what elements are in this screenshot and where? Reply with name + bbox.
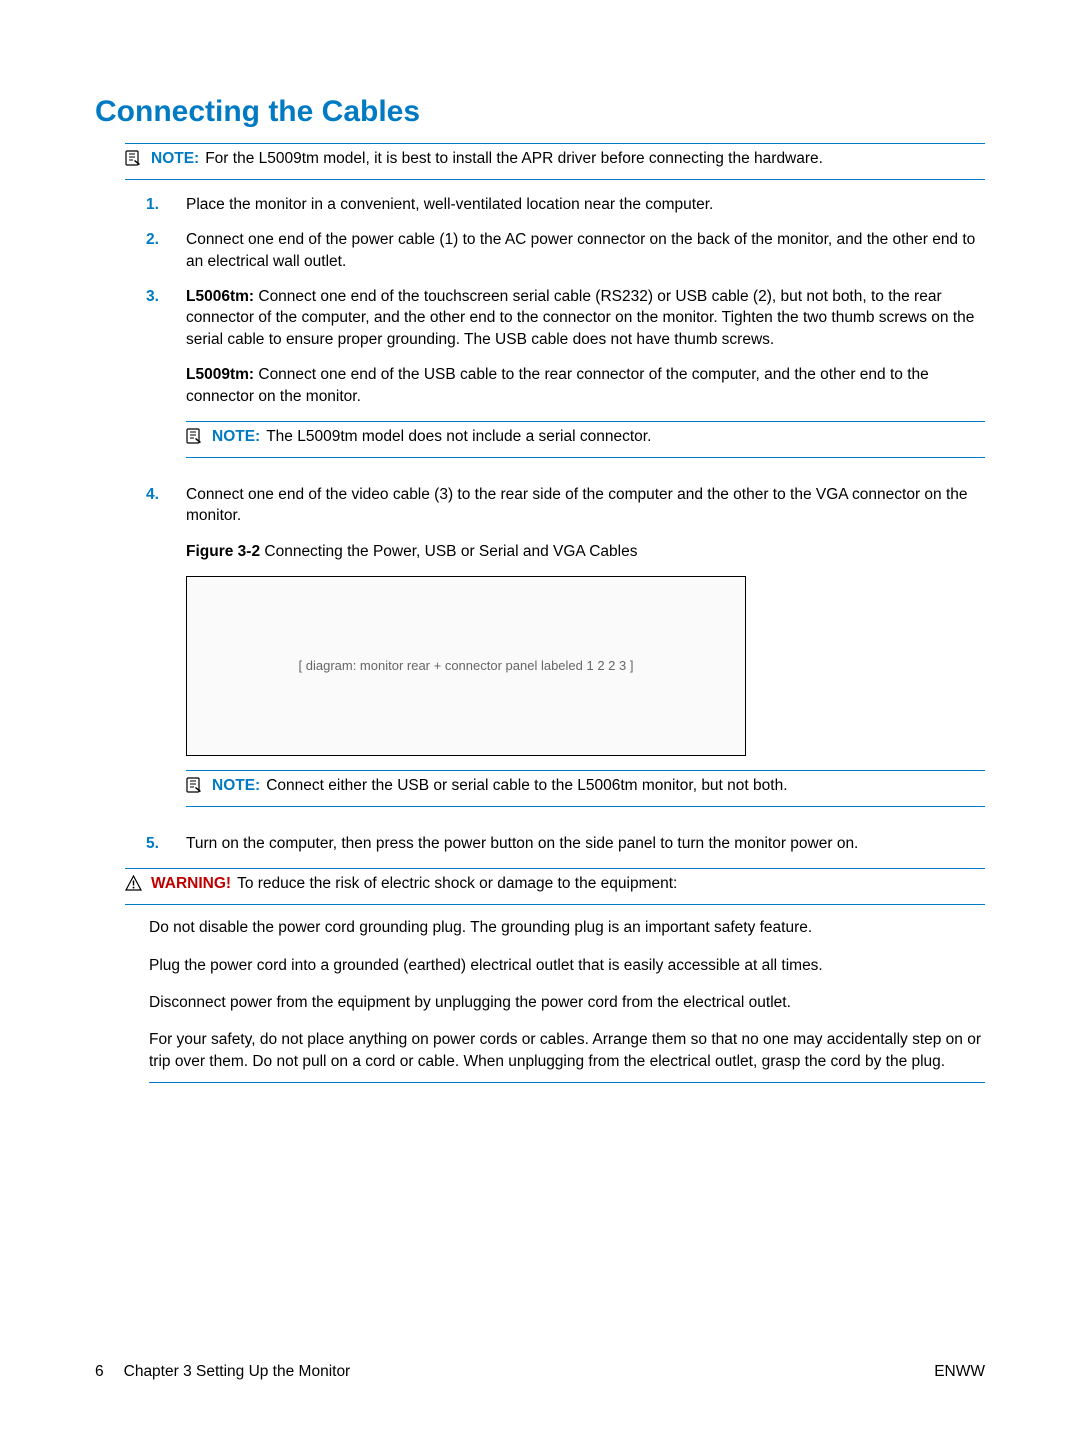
step-3: 3. L5006tm: Connect one end of the touch… — [146, 286, 985, 470]
note-icon — [125, 150, 143, 173]
step-number: 3. — [146, 286, 186, 470]
step-text: Connect one end of the video cable (3) t… — [186, 484, 985, 527]
note-callout: NOTE: The L5009tm model does not include … — [186, 421, 985, 458]
figure-label: Figure 3-2 — [186, 543, 260, 560]
note-label: NOTE: — [212, 777, 260, 794]
warning-text: Do not disable the power cord grounding … — [149, 917, 985, 938]
note-label: NOTE: — [212, 428, 260, 445]
chapter-title: Chapter 3 Setting Up the Monitor — [124, 1363, 351, 1381]
warning-icon — [125, 875, 143, 898]
step-2: 2. Connect one end of the power cable (1… — [146, 229, 985, 272]
step-text: Turn on the computer, then press the pow… — [186, 833, 985, 854]
note-icon — [186, 777, 204, 800]
page-footer: 6 Chapter 3 Setting Up the Monitor ENWW — [95, 1363, 985, 1381]
figure-diagram: [ diagram: monitor rear + connector pane… — [186, 576, 746, 756]
model-label: L5006tm: — [186, 288, 254, 305]
model-label: L5009tm: — [186, 366, 254, 383]
step-text: Connect one end of the power cable (1) t… — [186, 229, 985, 272]
note-callout: NOTE: Connect either the USB or serial ca… — [186, 770, 985, 807]
warning-callout: WARNING! To reduce the risk of electric s… — [125, 868, 985, 905]
warning-paragraphs: Do not disable the power cord grounding … — [149, 917, 985, 1083]
figure-caption: Figure 3-2 Connecting the Power, USB or … — [186, 541, 985, 562]
note-body: NOTE: For the L5009tm model, it is best t… — [151, 149, 823, 170]
step-number: 1. — [146, 194, 186, 215]
step-1: 1. Place the monitor in a convenient, we… — [146, 194, 985, 215]
numbered-steps: 1. Place the monitor in a convenient, we… — [146, 194, 985, 854]
step-4: 4. Connect one end of the video cable (3… — [146, 484, 985, 819]
step-number: 5. — [146, 833, 186, 854]
warning-text: For your safety, do not place anything o… — [149, 1029, 985, 1072]
warning-text: Disconnect power from the equipment by u… — [149, 992, 985, 1013]
warning-body: WARNING! To reduce the risk of electric s… — [151, 874, 677, 895]
note-callout: NOTE: For the L5009tm model, it is best t… — [125, 143, 985, 180]
step-number: 4. — [146, 484, 186, 819]
note-text: For the L5009tm model, it is best to ins… — [205, 150, 823, 167]
warning-lead: To reduce the risk of electric shock or … — [237, 875, 677, 892]
section-heading: Connecting the Cables — [95, 95, 985, 129]
step-5: 5. Turn on the computer, then press the … — [146, 833, 985, 854]
note-body: NOTE: The L5009tm model does not include … — [212, 427, 651, 448]
step-text: L5009tm: Connect one end of the USB cabl… — [186, 364, 985, 407]
step-text-rest: Connect one end of the USB cable to the … — [186, 366, 929, 404]
step-text: Place the monitor in a convenient, well-… — [186, 194, 985, 215]
page-number: 6 — [95, 1363, 104, 1381]
warning-label: WARNING! — [151, 875, 231, 892]
note-body: NOTE: Connect either the USB or serial ca… — [212, 776, 788, 797]
figure-caption-text: Connecting the Power, USB or Serial and … — [260, 543, 637, 560]
note-icon — [186, 428, 204, 451]
footer-right: ENWW — [934, 1363, 985, 1381]
note-text: Connect either the USB or serial cable t… — [266, 777, 787, 794]
note-label: NOTE: — [151, 150, 199, 167]
document-page: Connecting the Cables NOTE: For the L5009… — [0, 0, 1080, 1437]
warning-text: Plug the power cord into a grounded (ear… — [149, 955, 985, 976]
step-text-rest: Connect one end of the touchscreen seria… — [186, 288, 974, 348]
step-number: 2. — [146, 229, 186, 272]
step-text: L5006tm: Connect one end of the touchscr… — [186, 286, 985, 350]
note-text: The L5009tm model does not include a ser… — [266, 428, 651, 445]
